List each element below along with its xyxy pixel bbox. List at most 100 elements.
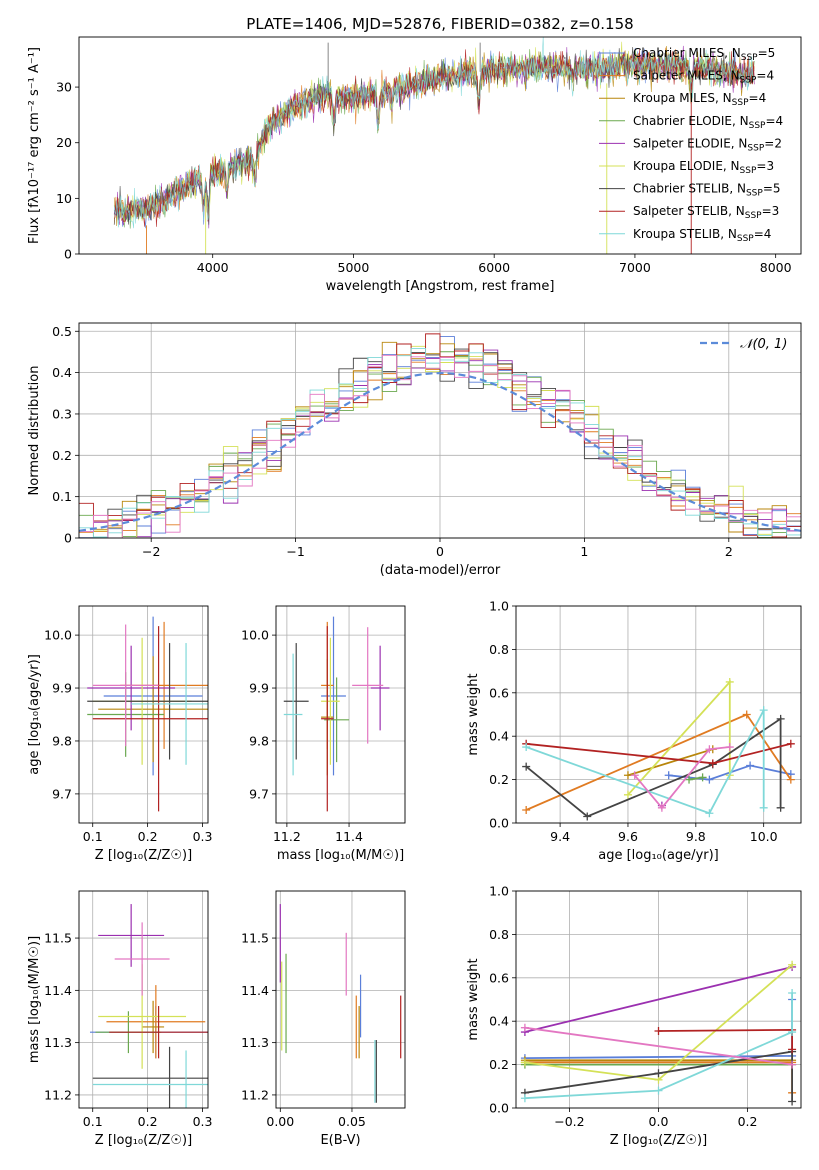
y-tick-label: 0.8 <box>489 927 509 942</box>
y-tick-label: 9.8 <box>52 733 72 748</box>
y-tick-label: 9.9 <box>52 681 72 696</box>
x-tick-label: 9.8 <box>686 829 706 844</box>
legend-entry: Kroupa MILES, NSSP=4 <box>633 91 766 108</box>
y-axis-label: mass weight <box>466 958 481 1040</box>
x-tick-label: 5000 <box>338 260 370 275</box>
y-axis-label: Flux [fλ10⁻¹⁷ erg cm⁻² s⁻¹ A⁻¹] <box>27 47 42 244</box>
massweight-marker <box>788 1045 797 1054</box>
legend-entry: Salpeter MILES, NSSP=4 <box>633 69 774 86</box>
x-axis-label: wavelength [Angstrom, rest frame] <box>326 279 555 294</box>
x-tick-label: 0.0 <box>649 1114 669 1129</box>
legend-entry: Salpeter STELIB, NSSP=3 <box>633 204 779 221</box>
y-tick-label: 11.5 <box>241 931 269 946</box>
x-tick-label: 7000 <box>619 260 651 275</box>
massweight-line <box>658 1028 793 1050</box>
massweight-line <box>525 709 765 815</box>
y-tick-label: 0 <box>64 531 72 546</box>
figure-title: PLATE=1406, MJD=52876, FIBERID=0382, z=0… <box>246 15 633 33</box>
axes-frame <box>275 890 406 1109</box>
legend-entry: Chabrier STELIB, NSSP=5 <box>633 182 781 199</box>
massweight-marker <box>623 771 632 780</box>
massweight-marker <box>698 773 707 782</box>
massweight-marker <box>705 775 714 784</box>
massweight-line <box>524 966 793 1033</box>
massweight-marker <box>788 988 797 997</box>
massweight-line <box>524 993 793 1100</box>
panel-residuals: −2 −1 0 1 2 0 0.1 0.2 0.3 0.4 0.5 (data-model)/erro… <box>27 322 802 578</box>
x-tick-label: 9.6 <box>618 829 638 844</box>
x-tick-label: 11.4 <box>335 829 363 844</box>
x-axis-label: Z [log₁₀(Z/Z☉)] <box>95 1133 192 1148</box>
massweight-marker <box>708 759 717 768</box>
massweight-marker <box>776 803 785 812</box>
massweight-line <box>634 746 730 810</box>
massweight-marker <box>786 775 795 784</box>
y-tick-label: 0.6 <box>489 685 509 700</box>
x-axis-label: mass [log₁₀(M/M☉)] <box>277 848 404 863</box>
y-tick-label: 11.4 <box>44 983 72 998</box>
legend-entry: Salpeter ELODIE, NSSP=2 <box>633 136 782 153</box>
massweight-marker <box>654 1086 663 1095</box>
y-tick-label: 11.2 <box>241 1087 269 1102</box>
y-tick-label: 0.4 <box>489 729 509 744</box>
x-tick-label: 10.0 <box>750 829 778 844</box>
y-tick-label: 0.8 <box>489 642 509 657</box>
histogram-step <box>79 354 801 538</box>
massweight-marker <box>657 803 666 812</box>
normal-curve <box>79 371 801 532</box>
massweight-marker <box>522 805 531 814</box>
y-tick-label: 1.0 <box>489 884 509 899</box>
x-tick-label: −0.2 <box>554 1114 584 1129</box>
plot-area <box>522 677 795 821</box>
x-tick-label: 0.05 <box>338 1114 366 1129</box>
massweight-marker <box>685 775 694 784</box>
y-tick-label: 11.3 <box>241 1035 269 1050</box>
y-tick-label: 0.3 <box>52 406 72 421</box>
plot-area <box>89 904 208 1108</box>
axes-frame <box>78 36 802 255</box>
spectrum-line <box>113 46 755 225</box>
y-tick-label: 0.2 <box>52 448 72 463</box>
y-tick-label: 0 <box>64 247 72 262</box>
massweight-marker <box>746 761 755 770</box>
x-tick-label: 0.1 <box>83 829 103 844</box>
y-axis-label: mass weight <box>466 673 481 755</box>
y-tick-label: 11.3 <box>44 1035 72 1050</box>
legend-entry: Chabrier ELODIE, NSSP=4 <box>633 114 783 131</box>
massweight-marker <box>654 1069 663 1078</box>
y-axis-label: Normed distribution <box>27 366 42 496</box>
y-tick-label: 0.4 <box>52 365 72 380</box>
massweight-line <box>627 748 714 777</box>
panel-age-vs-Z: 0.1 0.2 0.3 9.7 9.8 9.9 10.0 Z [log₁₀(Z/Z☉)] age… <box>27 605 212 863</box>
legend-entry: Chabrier MILES, NSSP=5 <box>633 46 775 63</box>
massweight-marker <box>788 1097 797 1106</box>
x-tick-label: 4000 <box>197 260 229 275</box>
x-tick-label: 8000 <box>760 260 792 275</box>
x-tick-label: 2 <box>725 544 733 559</box>
massweight-marker <box>664 771 673 780</box>
massweight-marker <box>742 710 751 719</box>
y-tick-label: 10.0 <box>44 628 72 643</box>
massweight-marker <box>725 743 734 752</box>
y-tick-label: 10.0 <box>241 628 269 643</box>
y-tick-label: 30 <box>56 80 72 95</box>
massweight-marker <box>520 1094 529 1103</box>
plot-area <box>79 333 801 538</box>
y-tick-label: 20 <box>56 135 72 150</box>
panel-age-vs-mass: 11.2 11.4 9.7 9.8 9.9 10.0 mass [log₁₀(M/M☉)] <box>241 605 406 863</box>
massweight-marker <box>788 1060 797 1069</box>
panel-mass-vs-EBV: 0.00 0.05 11.2 11.3 11.4 11.5 E(B-V) <box>241 890 406 1148</box>
x-tick-label: 0.2 <box>738 1114 758 1129</box>
y-tick-label: 11.5 <box>44 931 72 946</box>
massweight-marker <box>788 960 797 969</box>
massweight-marker <box>522 762 531 771</box>
y-tick-label: 0.2 <box>489 1057 509 1072</box>
axes-frame <box>275 605 406 824</box>
x-tick-label: 0.2 <box>138 829 158 844</box>
x-axis-label: (data-model)/error <box>380 563 501 578</box>
massweight-marker <box>759 803 768 812</box>
massweight-marker <box>520 1058 529 1067</box>
y-tick-label: 0.6 <box>489 970 509 985</box>
massweight-marker <box>705 809 714 818</box>
plot-area <box>279 904 402 1103</box>
